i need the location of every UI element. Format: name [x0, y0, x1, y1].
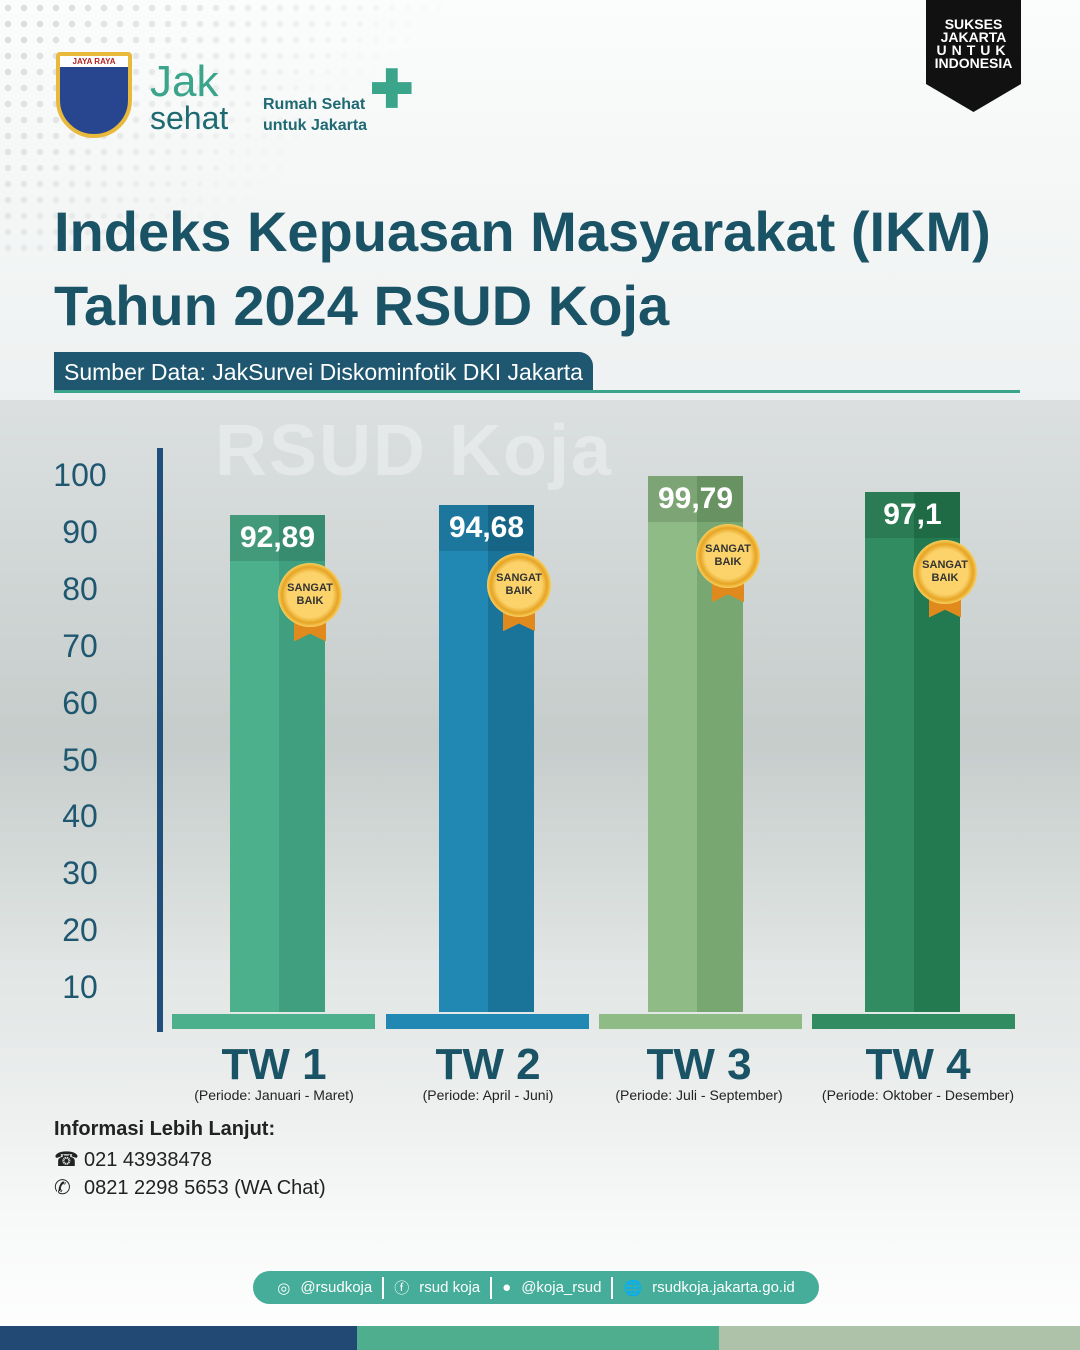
info-title: Informasi Lebih Lanjut:: [54, 1118, 276, 1140]
sukses-jakarta-badge: SUKSES JAKARTA UNTUK INDONESIA: [926, 0, 1021, 112]
page-title: Indeks Kepuasan Masyarakat (IKM) Tahun 20…: [54, 200, 991, 337]
source-label: Sumber Data: JakSurvei Diskominfotik DKI…: [54, 352, 593, 392]
y-tick-label: 60: [62, 684, 98, 721]
jakarta-crest-logo: JAYA RAYA: [56, 52, 132, 138]
value-label: 99,79: [648, 476, 743, 523]
period-label: (Periode: Oktober - Desember): [821, 1087, 1015, 1103]
website-link[interactable]: rsudkoja.jakarta.go.id: [652, 1279, 795, 1296]
watermark: RSUD Koja: [215, 411, 614, 491]
footer-stripe-blue: [0, 1326, 357, 1350]
facebook-icon: ⓕ: [394, 1280, 410, 1297]
x-category-label: TW 3: [646, 1040, 752, 1089]
footer-stripe-sage: [719, 1326, 1080, 1350]
phone-line: ☎ 021 43938478: [54, 1149, 212, 1171]
medal-badge: SANGAT BAIK: [487, 553, 551, 643]
twitter-link[interactable]: @koja_rsud: [521, 1279, 602, 1296]
medal-badge: SANGAT BAIK: [278, 563, 342, 653]
tagline-2: untuk Jakarta: [263, 117, 368, 134]
instagram-link[interactable]: @rsudkoja: [300, 1279, 373, 1296]
bar-base: [599, 1014, 802, 1029]
bar-base: [812, 1014, 1015, 1029]
value-label: 92,89: [230, 515, 325, 562]
y-tick-label: 80: [62, 570, 98, 607]
tagline: Rumah Sehat: [263, 96, 366, 113]
wa-line: ✆ 0821 2298 5653 (WA Chat): [54, 1177, 326, 1199]
value-label: 97,1: [865, 491, 960, 538]
social-bar: ◎ @rsudkoja ⓕ rsud koja ● @koja_rsud 🌐 rsudk…: [253, 1271, 819, 1304]
y-tick-label: 40: [62, 798, 98, 835]
jaksehat-logo: Jak: [150, 57, 219, 106]
jaksehat-logo-sub: sehat: [150, 100, 229, 136]
telephone-icon: ☎: [54, 1149, 79, 1171]
instagram-icon: ◎: [277, 1279, 291, 1297]
footer-stripe-green: [357, 1326, 719, 1350]
y-tick-label: 20: [62, 912, 98, 949]
bar-tw-2: 94,68: [439, 505, 534, 1012]
x-category-label: TW 4: [865, 1040, 971, 1089]
y-tick-label: 100: [53, 457, 107, 493]
bar-base: [386, 1014, 589, 1029]
y-tick-label: 10: [62, 969, 98, 1006]
y-axis: [157, 448, 163, 1032]
twitter-icon: ●: [502, 1279, 512, 1296]
y-tick-label: 70: [62, 627, 98, 664]
value-label: 94,68: [439, 505, 534, 552]
y-tick-label: 50: [62, 741, 98, 778]
medal-badge: SANGAT BAIK: [696, 524, 760, 614]
period-label: (Periode: April - Juni): [422, 1087, 554, 1103]
x-category-label: TW 2: [435, 1040, 541, 1089]
bar-base: [172, 1014, 375, 1029]
divider: [54, 390, 1020, 393]
y-tick-label: 90: [62, 513, 98, 550]
phone-icon: ✆: [54, 1177, 71, 1199]
globe-icon: 🌐: [623, 1279, 643, 1297]
y-tick-label: 30: [62, 855, 98, 892]
facebook-link[interactable]: rsud koja: [419, 1279, 481, 1296]
medal-badge: SANGAT BAIK: [913, 539, 977, 630]
x-category-label: TW 1: [221, 1040, 327, 1089]
plus-icon: ✚: [370, 61, 414, 119]
period-label: (Periode: Januari - Maret): [194, 1087, 354, 1103]
period-label: (Periode: Juli - September): [615, 1087, 783, 1103]
